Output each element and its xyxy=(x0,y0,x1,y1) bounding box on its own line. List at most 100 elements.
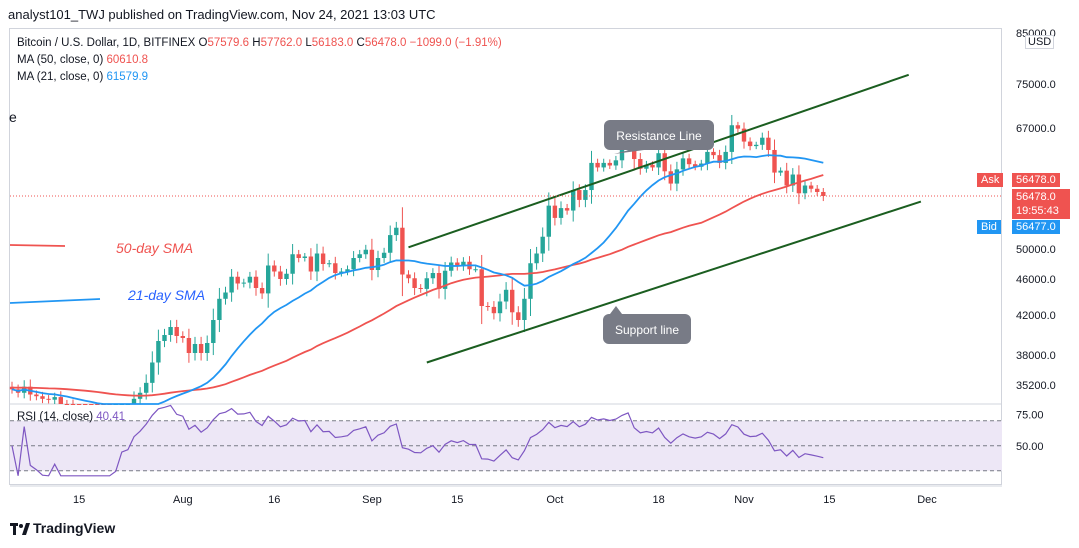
chart-frame[interactable] xyxy=(9,28,1002,485)
candle-body xyxy=(766,137,771,150)
candle-body xyxy=(351,258,356,270)
rsi-tick-label: 50.00 xyxy=(1016,441,1044,453)
ma21-legend-label: MA (21, close, 0) xyxy=(17,71,104,83)
rsi-levels xyxy=(10,420,1002,472)
candle-body xyxy=(150,362,155,383)
candle-body xyxy=(34,394,39,397)
resistance-label: Resistance Line xyxy=(616,129,702,143)
last-price-value: 56478.0 xyxy=(1016,191,1056,203)
candle-body xyxy=(534,253,539,264)
candle-body xyxy=(156,341,161,363)
ma21-legend-value: 61579.9 xyxy=(106,71,149,83)
tradingview-logo-icon xyxy=(10,522,30,535)
sma50-annotation: 50-day SMA xyxy=(116,240,193,256)
candle-body xyxy=(58,397,63,404)
candle-body xyxy=(778,170,783,173)
candle-body xyxy=(686,158,692,165)
candle-body xyxy=(308,256,314,272)
candle-body xyxy=(424,278,429,289)
time-tick-label: Nov xyxy=(734,494,754,506)
time-tick-label: Oct xyxy=(546,494,563,506)
candle-body xyxy=(430,273,436,279)
candle-body xyxy=(235,276,240,284)
open-label: O xyxy=(198,37,208,49)
time-tick-label: 18 xyxy=(652,494,664,506)
candle-body xyxy=(491,306,497,314)
edge-label: e xyxy=(9,109,17,125)
price-axis-ticks: 85000.075000.067000.050000.046000.042000… xyxy=(1016,28,1056,392)
rsi-tick-label: 75.00 xyxy=(1016,410,1044,422)
candle-body xyxy=(528,263,533,299)
price-tick-label: 42000.0 xyxy=(1016,310,1056,322)
candle-body xyxy=(674,169,680,184)
candles xyxy=(9,114,826,405)
price-tick-label: 50000.0 xyxy=(1016,244,1056,256)
bid-price-badge: 56477.0 xyxy=(1012,220,1060,234)
candle-body xyxy=(131,398,137,404)
candle-body xyxy=(70,404,76,405)
ma50-legend-value: 60610.8 xyxy=(106,54,149,66)
candle-body xyxy=(314,253,320,272)
symbol-label: Bitcoin / U.S. Dollar, 1D, BITFINEX xyxy=(17,37,196,49)
ask-badge: Ask xyxy=(977,173,1004,187)
candle-body xyxy=(564,208,570,211)
candle-body xyxy=(89,404,94,405)
candle-body xyxy=(735,125,741,129)
candle-body xyxy=(46,398,51,400)
candle-body xyxy=(455,262,460,267)
candle-body xyxy=(40,396,45,399)
footer-brand-name: TradingView xyxy=(33,520,116,536)
publish-header: analyst101_TWJ published on TradingView.… xyxy=(8,7,436,22)
candle-body xyxy=(247,276,253,283)
candle-body xyxy=(802,185,808,194)
rsi-legend: RSI (14, close) 40.41 xyxy=(17,411,125,423)
candle-body xyxy=(186,338,192,353)
candle-body xyxy=(381,252,387,258)
ma21-legacy-segment xyxy=(9,298,101,304)
ma50-line xyxy=(11,174,824,397)
candle-body xyxy=(497,301,503,314)
candle-body xyxy=(772,149,777,173)
close-label: C xyxy=(356,37,365,49)
time-tick-label: 15 xyxy=(73,494,85,506)
price-tick-label: 35200.0 xyxy=(1016,380,1056,392)
resistance-callout: Resistance Line xyxy=(604,120,714,154)
price-tick-label: 67000.0 xyxy=(1016,123,1056,135)
candle-body xyxy=(327,263,332,265)
time-axis-ticks: 15 Aug 16 Sep 15 Oct 18 Nov 15 Dec xyxy=(73,494,937,506)
footer-brand[interactable]: TradingView xyxy=(10,520,115,536)
candle-body xyxy=(266,265,271,294)
price-tick-label: 38000.0 xyxy=(1016,350,1056,362)
candle-body xyxy=(83,404,88,405)
chart-legend: Bitcoin / U.S. Dollar, 1D, BITFINEX O575… xyxy=(17,35,502,86)
ma21-line xyxy=(11,154,824,405)
candle-body xyxy=(693,164,698,167)
bid-badge: Bid xyxy=(977,220,1001,234)
candle-body xyxy=(577,190,582,200)
candle-body xyxy=(595,162,600,168)
candle-body xyxy=(473,269,478,271)
currency-label[interactable]: USD xyxy=(1025,35,1055,49)
sma21-annotation: 21-day SMA xyxy=(127,287,205,303)
candle-body xyxy=(607,162,612,166)
candle-body xyxy=(510,289,515,313)
candle-countdown: 19:55:43 xyxy=(1016,205,1059,217)
candle-body xyxy=(412,278,417,288)
resistance-channel-line xyxy=(408,73,910,249)
rsi-axis-ticks: 75.00 50.00 xyxy=(1016,410,1044,453)
candle-body xyxy=(583,190,588,200)
candle-body xyxy=(253,276,259,288)
candle-body xyxy=(259,288,265,294)
candle-body xyxy=(754,144,759,147)
ma50-legend-label: MA (50, close, 0) xyxy=(17,54,104,66)
candle-body xyxy=(821,191,826,196)
candle-body xyxy=(375,258,381,270)
candle-body xyxy=(601,162,606,168)
candle-body xyxy=(320,253,326,264)
candle-body xyxy=(406,274,411,279)
ma50-legacy-segment xyxy=(9,244,66,247)
candle-body xyxy=(796,174,802,194)
time-tick-label: 15 xyxy=(451,494,463,506)
ask-price-badge: 56478.0 xyxy=(1012,173,1060,187)
